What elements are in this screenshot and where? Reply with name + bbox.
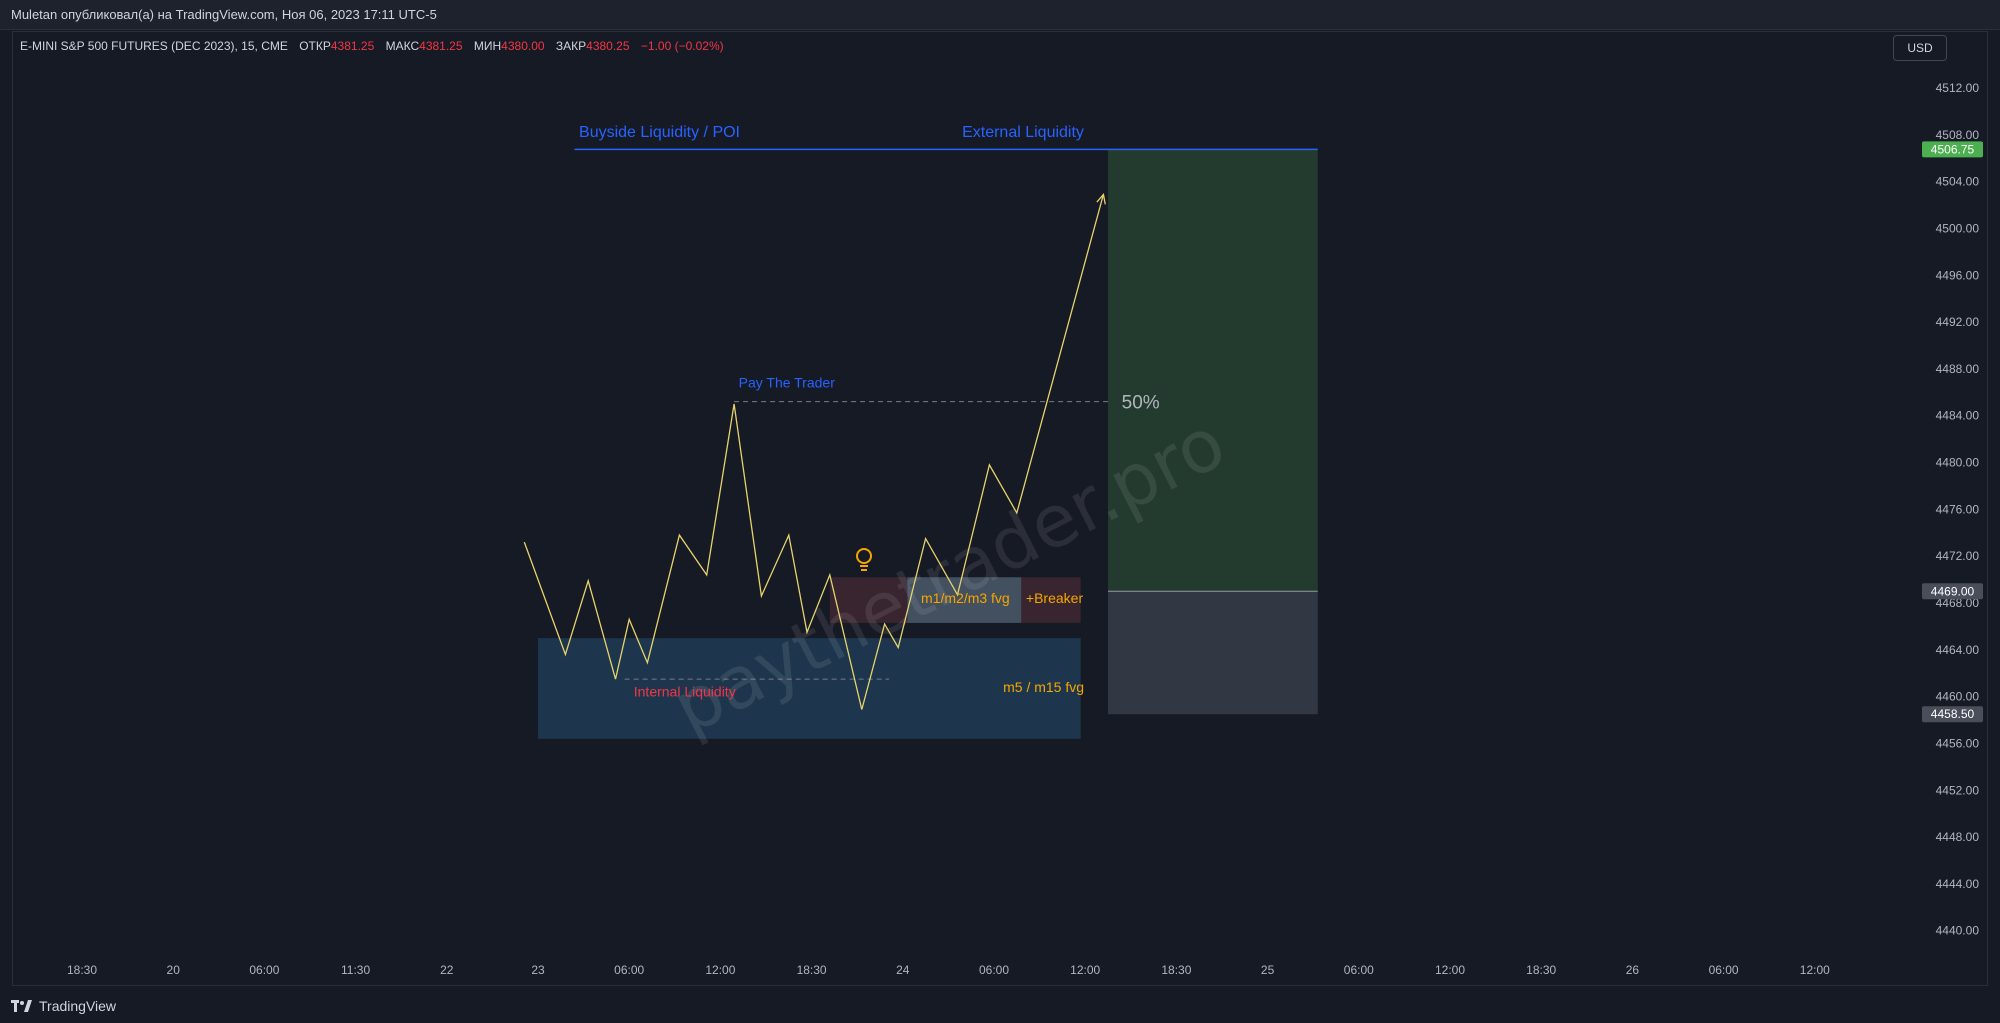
y-tick-label: 4456.00: [1936, 736, 1980, 750]
zone-stop[interactable]: [1108, 591, 1318, 715]
low-value: 4380.00: [501, 39, 545, 53]
annotation-internal-liquidity[interactable]: Internal Liquidity: [634, 684, 736, 700]
y-tick-label: 4500.00: [1936, 221, 1980, 235]
price-label-badge: [1922, 706, 1983, 723]
publisher-bar: Muletan опубликовал(а) на TradingView.co…: [0, 0, 2000, 30]
annotation-pay-the-trader[interactable]: Pay The Trader: [739, 375, 836, 391]
price-label-badge: [1922, 583, 1983, 600]
low-label: МИН: [474, 39, 501, 53]
publisher-text: Muletan опубликовал(а) на TradingView.co…: [11, 7, 437, 22]
lightbulb-icon[interactable]: [856, 548, 872, 571]
zone-target[interactable]: [1108, 149, 1318, 592]
price-labels: 4506.75 4469.00 4458.50: [1922, 141, 1983, 723]
y-tick-label: 4476.00: [1936, 502, 1980, 516]
close-value: 4380.25: [586, 39, 630, 53]
x-tick-label: 06:00: [979, 963, 1009, 977]
y-tick-label: 4444.00: [1936, 877, 1980, 891]
y-tick-label: 4440.00: [1936, 924, 1980, 938]
x-tick-label: 25: [1261, 963, 1275, 977]
zone-m1-m2-m3-fvg[interactable]: [907, 577, 1022, 623]
annotation-buyside-liquidity-poi[interactable]: Buyside Liquidity / POI: [579, 124, 740, 141]
zones-layer: [538, 149, 1318, 739]
y-tick-label: 4504.00: [1936, 175, 1980, 189]
y-tick-label: 4452.00: [1936, 783, 1980, 797]
x-tick-label: 24: [896, 963, 910, 977]
close-label: ЗАКР: [556, 39, 586, 53]
x-tick-label: 23: [531, 963, 545, 977]
tradingview-logo[interactable]: TradingView: [11, 992, 116, 1020]
annotation-m1-m2-m3-fvg[interactable]: m1/m2/m3 fvg: [921, 590, 1010, 606]
x-tick-label: 18:30: [1526, 963, 1556, 977]
annotation-layer: Buyside Liquidity / POI External Liquidit…: [579, 124, 1160, 700]
chart-frame[interactable]: [12, 31, 1988, 986]
price-path-line[interactable]: [523, 194, 1105, 710]
x-tick-label: 06:00: [1344, 963, 1374, 977]
y-tick-label: 4472.00: [1936, 549, 1980, 563]
x-tick-label: 11:30: [341, 963, 370, 977]
price-path-arrowhead: [1096, 193, 1106, 205]
x-tick-label: 12:00: [1070, 963, 1100, 977]
zone-m5-m15-fvg[interactable]: [538, 638, 1081, 739]
annotation-breaker[interactable]: +Breaker: [1026, 590, 1084, 606]
brand-name: TradingView: [39, 998, 117, 1014]
open-value: 4381.25: [331, 39, 375, 53]
zone-m1-m2-m3-fvg-dark[interactable]: [829, 577, 908, 623]
y-tick-label: 4508.00: [1936, 128, 1980, 142]
x-tick-label: 12:00: [1800, 963, 1830, 977]
x-tick-label: 20: [167, 963, 181, 977]
y-tick-label: 4448.00: [1936, 830, 1980, 844]
lines-layer: [574, 148, 1318, 680]
svg-text:E-MINI S&P 500 FUTURES (DEC 20: E-MINI S&P 500 FUTURES (DEC 2023), 15, C…: [20, 39, 724, 53]
y-tick-label: 4480.00: [1936, 456, 1980, 470]
x-tick-label: 22: [440, 963, 454, 977]
annotation-external-liquidity[interactable]: External Liquidity: [962, 124, 1084, 141]
high-label: МАКС: [386, 39, 420, 53]
footer: TradingView: [0, 992, 2000, 1023]
y-tick-label: 4460.00: [1936, 690, 1980, 704]
y-tick-label: 4488.00: [1936, 362, 1980, 376]
y-tick-label: 4512.00: [1936, 81, 1980, 95]
series-layer: [523, 193, 1106, 710]
price-label-badge: [1922, 141, 1983, 158]
price-axis: 4512.00 4508.00 4504.00 4500.00 4496.00 4492.…: [1936, 81, 1980, 938]
y-tick-label: 4464.00: [1936, 643, 1980, 657]
time-axis: 18:30 20 06:00 11:30 22 23 06:00 12:00 18:30 24 06…: [67, 963, 1830, 977]
zone-breaker[interactable]: [1021, 577, 1081, 623]
price-label-text: 4458.50: [1931, 707, 1975, 721]
y-tick-label: 4492.00: [1936, 315, 1980, 329]
x-tick-label: 18:30: [1161, 963, 1191, 977]
y-tick-label: 4496.00: [1936, 268, 1980, 282]
x-tick-label: 06:00: [1709, 963, 1739, 977]
tradingview-icon: [11, 1000, 32, 1012]
x-tick-label: 12:00: [1435, 963, 1465, 977]
x-tick-label: 26: [1626, 963, 1640, 977]
price-label-text: 4506.75: [1931, 142, 1975, 156]
annotation-m5-m15-fvg[interactable]: m5 / m15 fvg: [1003, 679, 1084, 695]
x-tick-label: 06:00: [249, 963, 279, 977]
price-label-text: 4469.00: [1931, 584, 1975, 598]
open-label: ОТКР: [299, 39, 331, 53]
change-value: −1.00 (−0.02%): [641, 39, 724, 53]
annotation-50[interactable]: 50%: [1122, 393, 1160, 414]
x-tick-label: 06:00: [614, 963, 644, 977]
y-tick-label: 4484.00: [1936, 409, 1980, 423]
x-tick-label: 18:30: [67, 963, 97, 977]
y-tick-label: 4468.00: [1936, 596, 1980, 610]
currency-button[interactable]: USD: [1893, 35, 1947, 61]
x-tick-label: 18:30: [797, 963, 827, 977]
symbol-legend: E-MINI S&P 500 FUTURES (DEC 2023), 15, C…: [20, 39, 724, 53]
symbol-name: E-MINI S&P 500 FUTURES (DEC 2023), 15, C…: [20, 39, 288, 53]
x-tick-label: 12:00: [705, 963, 735, 977]
high-value: 4381.25: [419, 39, 463, 53]
